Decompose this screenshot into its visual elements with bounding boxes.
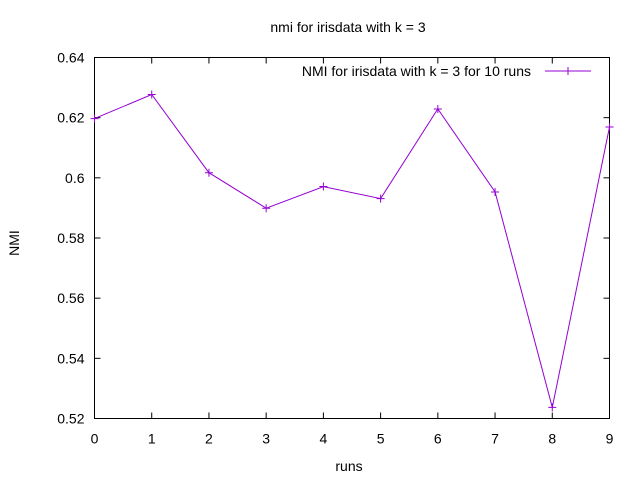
- legend-entry-label: NMI for irisdata with k = 3 for 10 runs: [302, 63, 531, 79]
- y-tick-label: 0.62: [57, 110, 84, 126]
- y-axis-ticks: 0.52 0.54 0.56 0.58 0.6 0.62 0.64: [57, 50, 610, 427]
- legend-marker: [564, 67, 572, 75]
- x-tick-label: 1: [148, 431, 156, 447]
- y-tick-label: 0.64: [57, 50, 84, 66]
- data-point-marker: [376, 194, 385, 203]
- chart-title: nmi for irisdata with k = 3: [270, 19, 425, 35]
- plot-frame: [94, 57, 610, 419]
- data-point-marker: [319, 182, 328, 191]
- y-tick-label: 0.58: [57, 230, 84, 246]
- data-point-marker: [262, 204, 271, 213]
- data-point-marker: [605, 122, 614, 131]
- x-tick-label: 7: [491, 431, 499, 447]
- data-point-marker: [204, 168, 213, 177]
- x-tick-label: 8: [548, 431, 556, 447]
- data-point-marker: [433, 104, 442, 113]
- data-point-marker: [491, 187, 500, 196]
- data-point-marker: [548, 403, 557, 412]
- legend: NMI for irisdata with k = 3 for 10 runs: [302, 63, 591, 79]
- x-tick-label: 2: [205, 431, 213, 447]
- data-point-marker: [90, 114, 99, 123]
- y-tick-label: 0.52: [57, 411, 84, 427]
- series-layer: [90, 90, 614, 412]
- y-tick-label: 0.6: [65, 170, 85, 186]
- x-tick-label: 6: [434, 431, 442, 447]
- x-tick-label: 9: [606, 431, 614, 447]
- x-tick-label: 3: [262, 431, 270, 447]
- y-tick-label: 0.54: [57, 350, 84, 366]
- data-point-marker: [147, 90, 156, 99]
- y-axis-label: NMI: [6, 230, 22, 256]
- y-tick-label: 0.56: [57, 290, 84, 306]
- x-axis-label: runs: [335, 458, 362, 474]
- x-tick-label: 5: [377, 431, 385, 447]
- x-tick-label: 4: [319, 431, 327, 447]
- x-tick-label: 0: [91, 431, 99, 447]
- x-axis-ticks: 0 1 2 3 4 5 6 7 8 9: [91, 57, 614, 447]
- series-line: [94, 93, 610, 408]
